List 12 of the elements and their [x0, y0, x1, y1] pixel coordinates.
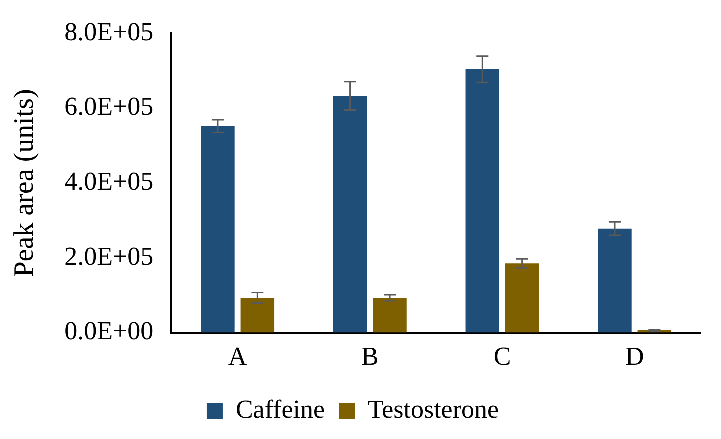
x-tick-label: A	[228, 342, 248, 372]
y-tick-label: 4.0E+05	[64, 167, 154, 196]
y-tick-label: 6.0E+05	[64, 92, 154, 122]
y-tick-label: 8.0E+05	[64, 17, 154, 46]
legend-label: Testosterone	[368, 394, 500, 424]
x-tick-label: D	[625, 342, 644, 372]
legend-label: Caffeine	[236, 394, 326, 424]
y-tick-label: 0.0E+00	[64, 316, 154, 346]
x-tick-label: C	[494, 342, 512, 372]
y-tick-label: 2.0E+05	[64, 242, 154, 271]
x-tick-label: B	[361, 342, 379, 372]
y-axis-title: Peak area (units)	[9, 89, 40, 278]
